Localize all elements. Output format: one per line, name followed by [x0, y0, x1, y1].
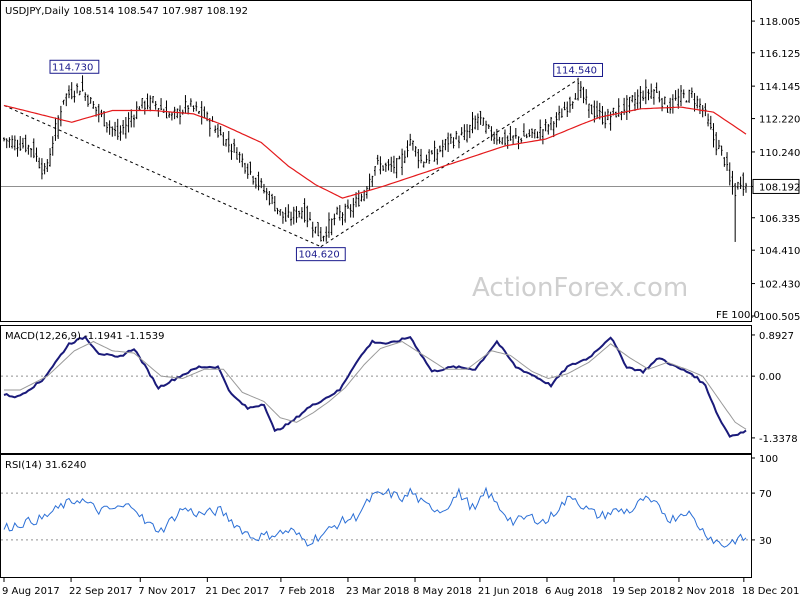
trend-line — [3, 104, 322, 248]
axes: 118.005 116.125 114.145 112.220 110.240 108.1… — [2, 17, 800, 597]
x-tick-label: 6 Aug 2018 — [545, 586, 603, 597]
rsi-tick-label: 30 — [759, 536, 772, 547]
price-tick-label: 118.005 — [759, 17, 800, 28]
price-tick-label: 110.240 — [759, 148, 800, 159]
annotation-box — [49, 59, 100, 74]
macd-signal-line — [4, 340, 747, 430]
x-tick-label: 23 Mar 2018 — [346, 586, 409, 597]
macd-pane — [0, 325, 752, 454]
moving-average-line — [3, 104, 747, 199]
x-tick-label: 2 Nov 2018 — [677, 586, 735, 597]
price-tick-label: 108.192 — [759, 182, 800, 193]
last-price-box — [752, 178, 800, 194]
macd-line — [3, 335, 747, 438]
price-tick-label: 114.145 — [759, 82, 800, 93]
watermark: ActionForex.com — [472, 273, 688, 303]
annotation-box — [553, 62, 604, 77]
x-tick-label: 22 Sep 2017 — [69, 586, 132, 597]
annotation-box — [295, 247, 346, 262]
macd-title: MACD(12,26,9) -1.1941 -1.1539 — [5, 331, 165, 342]
rsi-tick-label: 100 — [759, 454, 778, 465]
rsi-line — [3, 486, 747, 548]
x-tick-label: 7 Nov 2017 — [138, 586, 196, 597]
price-tick-label: 106.335 — [759, 214, 800, 225]
macd-tick-label: 0.00 — [759, 372, 781, 383]
ohlc-readout: 108.514 108.547 107.987 108.192 — [73, 6, 248, 17]
rsi-pane — [0, 454, 752, 578]
rsi-tick-label: 70 — [759, 489, 772, 500]
macd-tick-label: 0.8927 — [759, 331, 794, 342]
price-title: USDJPY,Daily — [5, 6, 70, 17]
price-tick-label: 116.125 — [759, 49, 800, 60]
x-tick-label: 18 Dec 2018 — [742, 586, 800, 597]
rsi-plot — [1, 486, 751, 548]
x-tick-label: 9 Aug 2017 — [2, 586, 60, 597]
annotation-label: 114.730 — [52, 62, 93, 73]
x-tick-label: 19 Sep 2018 — [612, 586, 675, 597]
price-tick-label: 100.505 — [759, 312, 800, 323]
annotation-label: 114.540 — [556, 65, 597, 76]
x-tick-label: 21 Jun 2018 — [478, 586, 538, 597]
macd-tick-label: -1.3378 — [759, 434, 798, 445]
price-pane — [0, 0, 752, 322]
price-tick-label: 104.410 — [759, 246, 800, 257]
x-tick-label: 7 Feb 2018 — [279, 586, 335, 597]
price-tick-label: 112.220 — [759, 115, 800, 126]
macd-plot — [1, 335, 751, 438]
annotation-label: 104.620 — [298, 250, 339, 261]
rsi-title: RSI(14) 31.6240 — [5, 460, 86, 471]
price-tick-label: 102.430 — [759, 280, 800, 291]
price-plot: 114.730 104.620 114.540 — [1, 59, 751, 262]
x-tick-label: 21 Dec 2017 — [205, 586, 269, 597]
fe-label: FE 100.0 — [716, 310, 760, 321]
x-tick-label: 8 May 2018 — [413, 586, 472, 597]
